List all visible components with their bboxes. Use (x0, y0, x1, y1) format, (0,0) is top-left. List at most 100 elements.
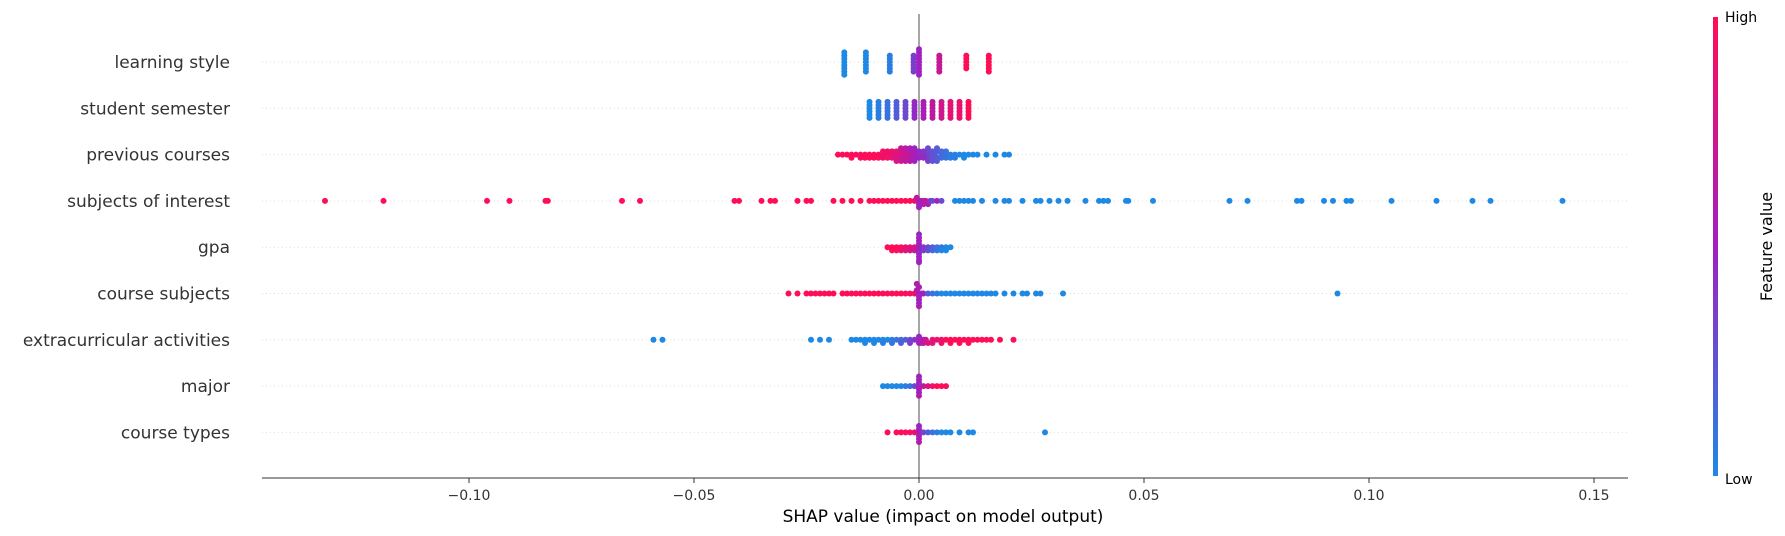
shap-point (929, 158, 936, 164)
x-tick-label: −0.10 (448, 488, 491, 504)
shap-point (943, 383, 949, 390)
x-tick-label: −0.05 (673, 488, 716, 504)
shap-point (844, 290, 850, 297)
shap-point (902, 114, 909, 121)
shap-point (893, 148, 900, 155)
shap-point (985, 68, 992, 75)
shap-point (898, 145, 904, 152)
shap-point (947, 340, 954, 346)
shap-point (979, 290, 985, 297)
shap-point (862, 68, 869, 75)
shap-point (961, 336, 967, 343)
shap-point (893, 290, 900, 297)
shap-point (871, 197, 877, 204)
shap-point (956, 98, 963, 105)
shap-point (1046, 197, 1053, 204)
shap-point (803, 197, 810, 204)
shap-point (848, 336, 855, 343)
shap-point (916, 231, 922, 238)
shap-point (889, 154, 895, 161)
colorbar-title: Feature value (1757, 192, 1776, 301)
shap-point (934, 290, 940, 297)
shap-point (938, 340, 945, 346)
shap-point (902, 158, 909, 164)
shap-point (983, 151, 990, 158)
shap-point (794, 197, 801, 204)
shap-point (875, 114, 882, 121)
shap-point (880, 340, 886, 346)
shap-point (886, 52, 893, 59)
shap-point (902, 98, 909, 105)
shap-point (934, 383, 940, 390)
shap-point (902, 290, 909, 297)
shap-point (938, 98, 945, 105)
shap-point (857, 290, 864, 297)
shap-point (889, 340, 895, 346)
shap-point (947, 290, 954, 297)
shap-point (866, 336, 873, 343)
shap-point (884, 383, 891, 390)
shap-point (803, 290, 810, 297)
shap-point (826, 290, 832, 297)
shap-point (884, 154, 891, 161)
shap-point (925, 383, 931, 390)
shap-point (884, 114, 891, 121)
shap-point (880, 154, 886, 161)
shap-point (1019, 197, 1026, 204)
shap-point (871, 340, 877, 346)
shap-point (925, 429, 931, 436)
shap-point (920, 114, 927, 121)
shap-point (979, 197, 985, 204)
shap-point (1330, 197, 1336, 204)
shap-point (907, 429, 913, 436)
shap-point (916, 303, 922, 310)
shap-point (659, 336, 666, 343)
shap-point (938, 383, 945, 390)
shap-point (862, 49, 869, 56)
shap-point (1006, 197, 1012, 204)
shap-point (916, 333, 922, 340)
shap-point (1060, 290, 1066, 297)
shap-point (965, 98, 972, 105)
shap-point (938, 290, 945, 297)
shap-point (619, 197, 625, 204)
shap-point (911, 145, 918, 152)
shap-point (938, 154, 945, 161)
shap-point (956, 114, 963, 121)
shap-point (943, 247, 949, 254)
shap-point (650, 336, 657, 343)
shap-point (830, 290, 837, 297)
shap-point (857, 197, 864, 204)
shap-point (925, 290, 931, 297)
shap-point (970, 197, 976, 204)
shap-point (835, 151, 841, 158)
shap-point (880, 197, 886, 204)
shap-point (910, 68, 917, 75)
shap-point (1064, 197, 1071, 204)
shap-point (767, 197, 774, 204)
shap-point (965, 429, 972, 436)
colorbar-low-label: Low (1725, 472, 1753, 488)
shap-point (916, 373, 922, 380)
shap-point (880, 148, 886, 155)
shap-point (925, 145, 931, 152)
shap-point (956, 340, 963, 346)
shap-point (880, 383, 886, 390)
shap-point (907, 247, 913, 254)
shap-point (913, 280, 920, 287)
shap-point (925, 340, 931, 346)
shap-point (817, 290, 823, 297)
feature-label: major (181, 377, 230, 397)
shap-point (866, 197, 873, 204)
shap-point (817, 336, 823, 343)
shap-point (884, 197, 891, 204)
shap-point (992, 151, 999, 158)
shap-point (866, 290, 873, 297)
shap-point (929, 429, 936, 436)
shap-point (920, 148, 927, 155)
shap-point (875, 98, 882, 105)
shap-point (1150, 197, 1156, 204)
shap-point (947, 114, 954, 121)
shap-point (934, 336, 940, 343)
shap-point (1294, 197, 1300, 204)
